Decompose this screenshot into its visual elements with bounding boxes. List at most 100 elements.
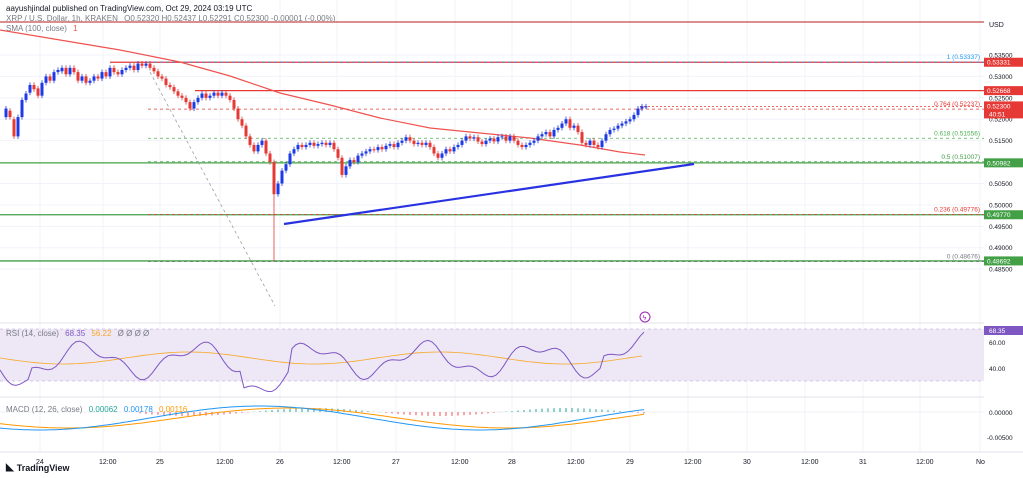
price-axis-bg <box>984 0 1023 452</box>
candle-body <box>500 136 504 138</box>
candle-body <box>396 142 400 148</box>
vertical-gridlines <box>0 0 984 452</box>
candle-body <box>196 97 200 103</box>
candle-body <box>592 140 596 145</box>
candle-body <box>256 144 260 152</box>
candle-body <box>220 92 224 96</box>
symbol-title[interactable]: XRP / U.S. Dollar, 1h, KRAKEN <box>6 14 118 23</box>
candle-body <box>360 153 364 156</box>
time-tick: 24 <box>36 459 44 466</box>
candle-body <box>572 125 576 128</box>
candle-body <box>428 142 432 148</box>
time-tick: 12:00 <box>451 459 469 466</box>
countdown-text: 40:51 <box>989 111 1006 118</box>
candle-body <box>112 67 116 73</box>
candle-body <box>308 142 312 145</box>
rsi-ma-line <box>0 351 643 365</box>
time-tick: 12:00 <box>684 459 702 466</box>
candle-body <box>320 142 324 145</box>
candle-body <box>392 144 396 148</box>
candlesticks <box>4 60 648 262</box>
price-axis-ticks[interactable]: 0.53500 0.53000 0.52500 0.52000 0.51500 0.505… <box>989 53 1013 274</box>
candle-body <box>36 88 40 96</box>
price-tick: 0.49000 <box>989 245 1013 252</box>
candle-body <box>584 142 588 145</box>
candle-body <box>508 136 512 141</box>
candle-body <box>404 137 408 141</box>
rsi-tick-60: 60.00 <box>989 340 1006 347</box>
candle-body <box>312 142 316 146</box>
fib-label: 0.236 (0.49776) <box>934 206 980 213</box>
sma-label[interactable]: SMA (100, close) <box>6 24 67 33</box>
time-tick: 12:00 <box>916 459 934 466</box>
rsi-line <box>0 331 645 393</box>
candle-body <box>520 144 524 148</box>
candle-body <box>160 76 164 79</box>
candle-body <box>636 108 640 115</box>
level-badge-text: 0.53331 <box>987 60 1011 67</box>
support-trendline[interactable] <box>283 162 695 226</box>
candle-body <box>564 119 568 124</box>
candle-body <box>300 144 304 148</box>
candle-body <box>600 140 604 148</box>
candle-body <box>460 140 464 145</box>
candle-body <box>164 78 168 85</box>
candle-body <box>44 76 48 83</box>
candle-body <box>180 95 184 98</box>
macd-legend: MACD (12, 26, close) 0.00062 0.00178 0.0… <box>6 405 191 414</box>
level-badge <box>984 210 1023 220</box>
candle-body <box>424 142 428 145</box>
candle-body <box>92 76 96 81</box>
candle-body <box>228 95 232 100</box>
candle-body <box>560 123 564 128</box>
alert-icon[interactable]: ϟ <box>639 311 651 323</box>
candle-body <box>100 72 104 79</box>
candle-body <box>420 142 424 145</box>
candle-body <box>444 149 448 154</box>
candle-body <box>176 91 180 96</box>
candle-body <box>88 80 92 83</box>
price-tick: 0.52500 <box>989 95 1013 102</box>
candle-body <box>296 144 300 150</box>
candle-body <box>616 125 620 129</box>
time-axis-ticks[interactable]: 24 12:00 25 12:00 26 12:00 27 12:00 28 12:00 29 12:… <box>36 459 985 466</box>
candle-body <box>492 138 496 142</box>
svg-text:ϟ: ϟ <box>643 315 647 322</box>
candle-body <box>640 106 644 109</box>
candle-body <box>472 137 476 139</box>
candle-body <box>208 95 212 98</box>
candle-body <box>400 140 404 143</box>
macd-label[interactable]: MACD (12, 26, close) <box>6 405 83 414</box>
candle-body <box>28 84 32 93</box>
candle-body <box>64 67 68 75</box>
level-badge <box>984 57 1023 67</box>
candle-body <box>576 125 580 133</box>
time-tick: 29 <box>626 459 634 466</box>
candle-body <box>552 129 556 137</box>
rsi-tick-40: 40.00 <box>989 366 1006 373</box>
candle-body <box>168 84 172 88</box>
candle-body <box>384 145 388 150</box>
candle-body <box>240 119 244 126</box>
time-tick: 12:00 <box>567 459 585 466</box>
sma-legend: SMA (100, close) 1 <box>6 24 82 33</box>
candle-body <box>516 140 520 145</box>
candle-body <box>260 140 264 145</box>
tradingview-logo[interactable]: ◣ TradingView <box>6 462 70 473</box>
candle-body <box>344 166 348 175</box>
fib-label: 0.764 (0.52237) <box>934 101 980 108</box>
time-tick: 30 <box>743 459 751 466</box>
rsi-label[interactable]: RSI (14, close) <box>6 329 59 338</box>
candle-body <box>408 137 412 141</box>
candle-body <box>216 92 220 96</box>
macd-signal-line <box>0 407 645 429</box>
candle-body <box>244 125 248 137</box>
level-badge-text: 0.52668 <box>987 88 1011 95</box>
candle-body <box>356 155 360 163</box>
candle-body <box>84 76 88 83</box>
candle-body <box>452 147 456 152</box>
candle-body <box>136 63 140 70</box>
level-badge <box>984 158 1023 168</box>
candle-body <box>416 142 420 145</box>
